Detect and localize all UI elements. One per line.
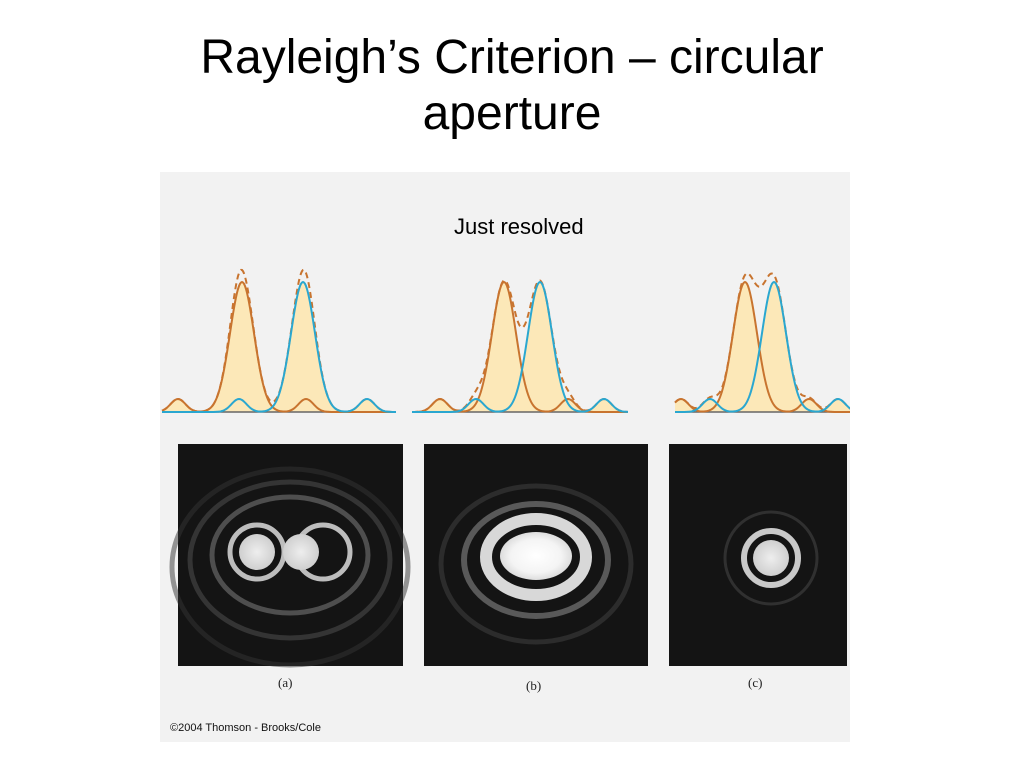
pattern-a-left-disk bbox=[239, 534, 275, 570]
figure-svg bbox=[161, 268, 850, 668]
pattern-b-merged-core bbox=[500, 532, 572, 580]
pattern-c-bright-ring bbox=[741, 528, 801, 588]
source-2-intensity-curve bbox=[675, 280, 850, 413]
source-1-intensity-curve bbox=[412, 280, 628, 413]
source-2-intensity-curve bbox=[162, 280, 396, 413]
sum-intensity-dashed-curve bbox=[674, 272, 850, 410]
title-line-2: aperture bbox=[422, 87, 602, 140]
pattern-a-right-disk bbox=[283, 534, 319, 570]
diffraction-pattern-b bbox=[424, 444, 648, 666]
panel-label-b: (b) bbox=[526, 678, 542, 693]
diffraction-pattern-a bbox=[169, 444, 411, 668]
pattern-b-ring-1 bbox=[461, 501, 611, 619]
intensity-plot-c bbox=[674, 272, 850, 413]
curve-fill bbox=[412, 282, 628, 412]
intensity-plot-b bbox=[412, 279, 628, 413]
panel-label-a: (a) bbox=[278, 675, 293, 690]
pattern-c-core bbox=[753, 540, 789, 576]
curve-fill bbox=[675, 282, 850, 412]
pattern-b-ring-2 bbox=[438, 483, 634, 645]
source-2-intensity-curve bbox=[412, 280, 628, 413]
pattern-a-ring-3 bbox=[169, 466, 411, 668]
pattern-c-outer-ring bbox=[723, 510, 819, 606]
slide-title: Rayleigh’s Criterion – circular aperture bbox=[0, 30, 1024, 142]
pattern-a-ring-1 bbox=[209, 494, 371, 616]
intensity-plot-a bbox=[161, 268, 396, 413]
title-line-1: Rayleigh’s Criterion – circular bbox=[200, 31, 824, 84]
source-1-intensity-curve bbox=[674, 280, 850, 413]
figure-panel bbox=[160, 172, 850, 742]
copyright-notice: ©2004 Thomson - Brooks/Cole bbox=[170, 722, 321, 734]
diffraction-pattern-c bbox=[669, 444, 847, 666]
panel-label-c: (c) bbox=[748, 675, 763, 690]
pattern-a-ring-2 bbox=[187, 479, 393, 641]
pattern-b-bright-ring bbox=[480, 513, 592, 601]
sum-intensity-dashed-curve bbox=[161, 268, 396, 413]
just-resolved-label: Just resolved bbox=[454, 214, 584, 239]
